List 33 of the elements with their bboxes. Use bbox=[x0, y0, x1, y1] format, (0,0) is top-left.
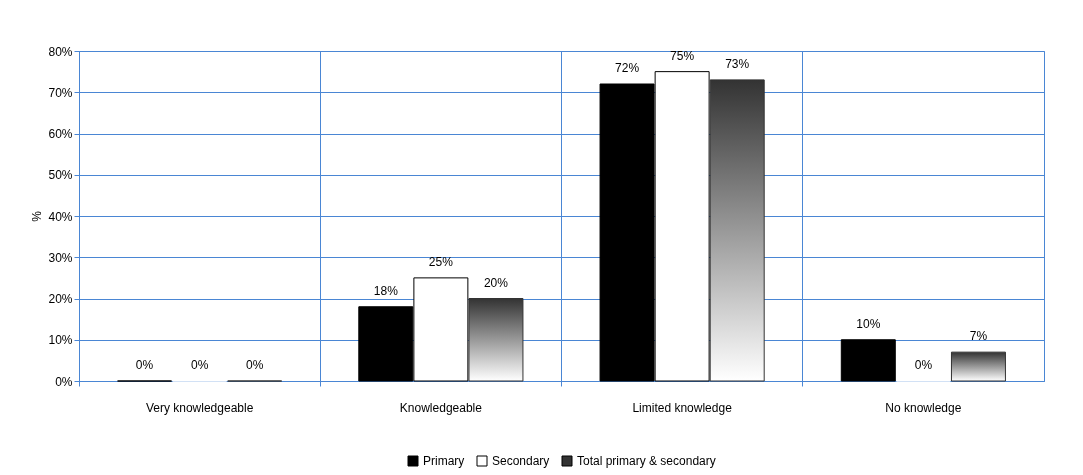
bar bbox=[950, 351, 1006, 382]
x-tick-label: Limited knowledge bbox=[632, 400, 733, 415]
bar bbox=[468, 298, 524, 382]
y-tick-label: 20% bbox=[48, 292, 73, 306]
legend-label: Primary bbox=[423, 454, 465, 468]
x-tick-label: No knowledge bbox=[885, 400, 962, 415]
y-tick-label: 30% bbox=[48, 250, 73, 265]
y-tick-label: 80% bbox=[48, 44, 73, 59]
y-tick-label: 10% bbox=[48, 333, 73, 348]
y-axis-title: % bbox=[30, 210, 45, 222]
data-label: 10% bbox=[856, 316, 881, 331]
data-label: 20% bbox=[483, 275, 509, 290]
bar bbox=[840, 339, 896, 382]
y-tick-label: 50% bbox=[48, 168, 73, 183]
y-tick-label: 60% bbox=[48, 127, 73, 141]
x-tick-label: Very knowledgeable bbox=[145, 400, 254, 415]
legend-label: Secondary bbox=[492, 454, 550, 468]
y-tick-label: 70% bbox=[48, 85, 73, 100]
data-label: 18% bbox=[373, 283, 399, 298]
data-label: 7% bbox=[969, 329, 988, 344]
data-label: 75% bbox=[670, 48, 695, 63]
y-tick-label: 40% bbox=[48, 209, 73, 224]
data-label: 0% bbox=[246, 358, 264, 372]
data-label: 25% bbox=[428, 254, 454, 269]
data-label: 0% bbox=[190, 358, 209, 372]
bar bbox=[709, 79, 765, 382]
data-label: 73% bbox=[725, 56, 750, 71]
y-tick-label: 0% bbox=[55, 374, 73, 389]
data-label: 72% bbox=[615, 61, 640, 75]
data-label: 0% bbox=[914, 358, 933, 372]
legend-label: Total primary & secondary bbox=[577, 454, 716, 468]
x-tick-label: Knowledgeable bbox=[399, 400, 483, 415]
data-label: 0% bbox=[135, 358, 154, 372]
